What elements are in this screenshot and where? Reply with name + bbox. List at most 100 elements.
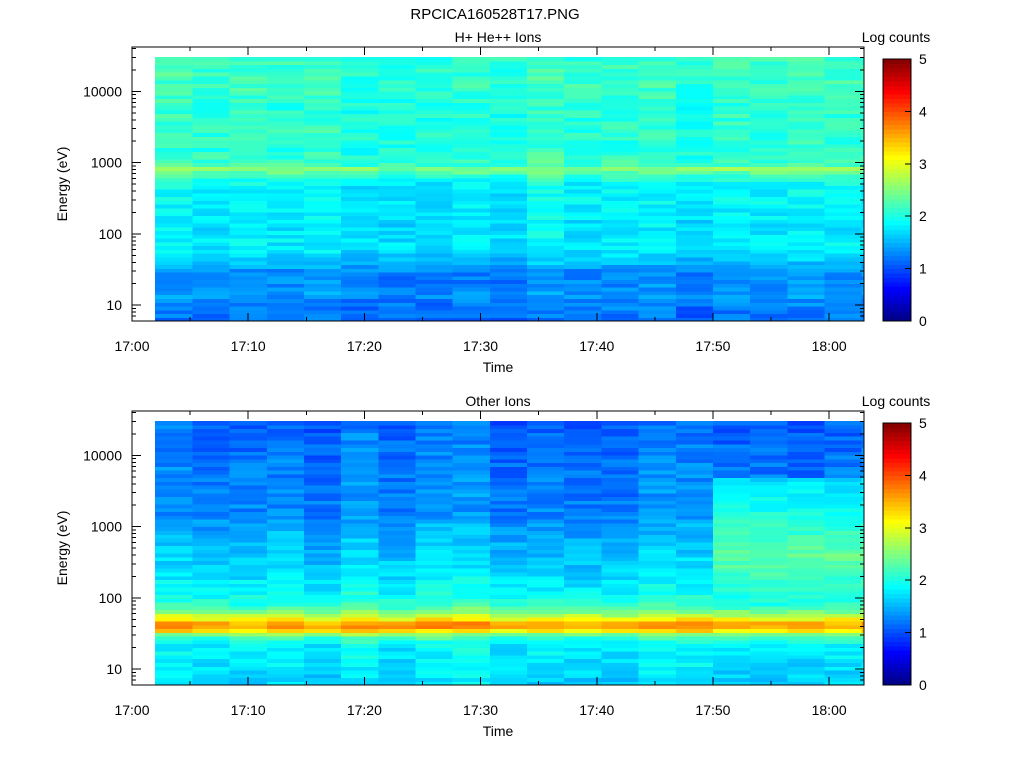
heatmap-cell [452, 473, 491, 479]
heatmap-cell [341, 230, 379, 235]
heatmap-cell [675, 260, 714, 266]
heatmap-cell [415, 432, 454, 437]
heatmap-cell [452, 162, 491, 167]
heatmap-cell [304, 253, 342, 258]
heatmap-cell [229, 162, 268, 167]
heatmap-cell [415, 651, 454, 656]
heatmap-cell [415, 219, 454, 224]
heatmap-cell [861, 302, 865, 307]
heatmap-cell [489, 620, 528, 626]
heatmap-cell [675, 151, 714, 156]
heatmap-cell [601, 109, 640, 115]
heatmap-cell [750, 458, 788, 464]
heatmap-cell [489, 571, 528, 577]
heatmap-cell [266, 666, 305, 671]
heatmap-cell [713, 102, 751, 107]
heatmap-cell [638, 57, 677, 62]
heatmap-cell [824, 673, 863, 679]
heatmap-cell [750, 162, 788, 167]
heatmap-cell [787, 121, 826, 126]
heatmap-cell [675, 309, 714, 315]
heatmap-cell [341, 298, 379, 303]
heatmap-cell [824, 124, 863, 130]
heatmap-cell [266, 302, 305, 307]
heatmap-cell [601, 151, 640, 156]
heatmap-cell [675, 613, 714, 618]
heatmap-cell [713, 473, 751, 479]
colorbar-swatch [883, 676, 911, 682]
heatmap-cell [489, 177, 528, 183]
heatmap-cell [750, 102, 788, 107]
heatmap-cell [155, 624, 193, 630]
heatmap-cell [675, 530, 714, 535]
heatmap-cell [713, 424, 751, 430]
heatmap-cell [155, 287, 193, 292]
heatmap-cell [675, 571, 714, 577]
heatmap-cell [489, 245, 528, 250]
heatmap-cell [229, 158, 268, 164]
heatmap-cell [415, 466, 454, 471]
heatmap-cell [638, 128, 677, 134]
heatmap-cell [861, 124, 865, 130]
heatmap-cell [266, 673, 305, 679]
heatmap-cell [861, 488, 865, 494]
heatmap-cell [415, 662, 454, 667]
heatmap-cell [527, 222, 565, 228]
heatmap-cell [787, 575, 826, 580]
heatmap-cell [192, 636, 231, 641]
heatmap-cell [304, 496, 342, 501]
heatmap-cell [452, 571, 491, 577]
heatmap-cell [824, 466, 863, 471]
heatmap-cell [415, 628, 454, 633]
heatmap-cell [638, 575, 677, 580]
heatmap-cell [155, 556, 193, 562]
heatmap-cell [452, 681, 491, 686]
heatmap-cell [601, 317, 640, 322]
heatmap-cell [564, 181, 602, 186]
heatmap-cell [341, 196, 379, 201]
heatmap-cell [266, 238, 305, 243]
heatmap-cell [638, 492, 677, 498]
heatmap-cell [452, 666, 491, 671]
heatmap-cell [155, 60, 193, 66]
heatmap-cell [713, 109, 751, 115]
heatmap-cell [750, 639, 788, 645]
heatmap-cell [527, 602, 565, 607]
heatmap-cell [304, 158, 342, 164]
heatmap-cell [192, 613, 231, 618]
heatmap-cell [452, 454, 491, 460]
heatmap-cell [304, 185, 342, 190]
heatmap-cell [564, 519, 602, 524]
heatmap-cell [787, 515, 826, 520]
heatmap-cell [638, 68, 677, 73]
heatmap-cell [452, 128, 491, 134]
heatmap-cell [675, 294, 714, 299]
colorbar-swatch [883, 567, 911, 573]
heatmap-cell [713, 466, 751, 471]
heatmap-cell [675, 166, 714, 171]
heatmap-cell [787, 256, 826, 262]
heatmap-cell [638, 451, 677, 456]
heatmap-cell [638, 64, 677, 69]
heatmap-cell [527, 181, 565, 186]
heatmap-cell [155, 451, 193, 456]
heatmap-cell [527, 143, 565, 149]
colorbar-swatch [883, 176, 911, 182]
heatmap-cell [341, 124, 379, 130]
heatmap-cell [675, 575, 714, 580]
heatmap-cell [229, 113, 268, 118]
heatmap-cell [452, 492, 491, 498]
heatmap-cell [824, 166, 863, 171]
heatmap-cell [192, 677, 231, 682]
heatmap-cell [750, 545, 788, 550]
heatmap-cell [452, 275, 491, 281]
heatmap-cell [750, 624, 788, 630]
heatmap-cell [713, 143, 751, 149]
heatmap-cell [527, 106, 565, 111]
heatmap-cell [638, 245, 677, 250]
heatmap-cell [638, 519, 677, 524]
heatmap-cell [304, 140, 342, 145]
heatmap-cell [452, 204, 491, 209]
heatmap-cell [304, 515, 342, 520]
heatmap-cell [229, 309, 268, 315]
